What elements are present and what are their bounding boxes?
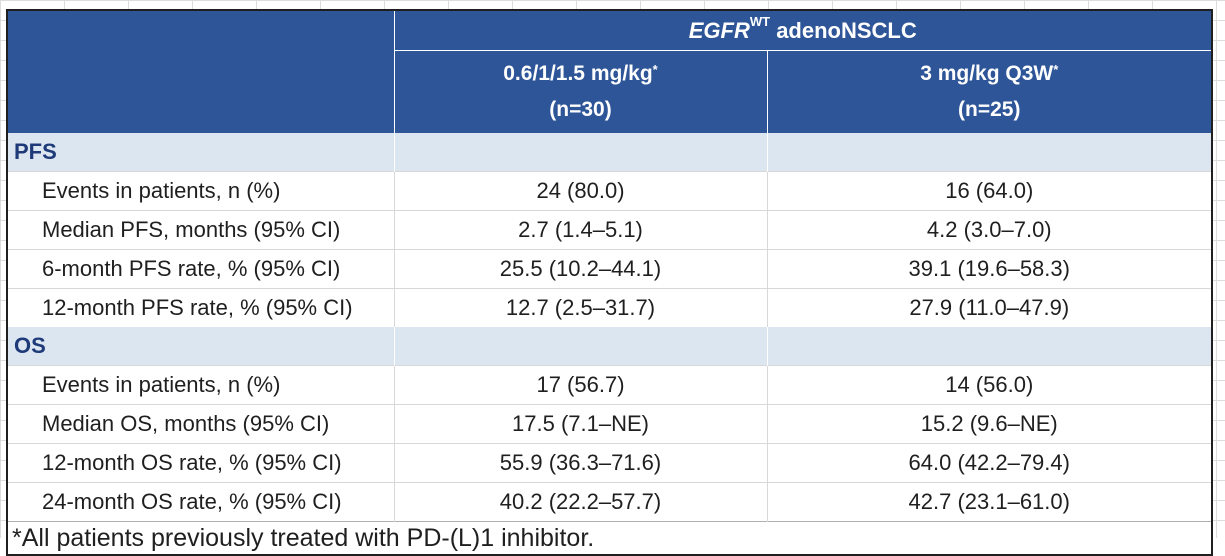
header-group-gene: EGFR: [688, 17, 750, 43]
row-value-low-dose[interactable]: 17 (56.7): [393, 365, 767, 405]
table-row: Events in patients, n (%) 17 (56.7) 14 (56…: [8, 365, 1211, 405]
row-label[interactable]: 24-month OS rate, % (95% CI): [8, 482, 394, 522]
table-row: 6-month PFS rate, % (95% CI) 25.5 (10.2–4…: [8, 249, 1211, 289]
row-value-low-dose[interactable]: 55.9 (36.3–71.6): [393, 443, 767, 483]
row-value-low-dose[interactable]: 40.2 (22.2–57.7): [393, 482, 767, 522]
col1-n: (n=30): [549, 98, 612, 121]
table-row: 12-month PFS rate, % (95% CI) 12.7 (2.5–3…: [8, 288, 1211, 327]
header-column-row: 0.6/1/1.5 mg/kg* (n=30) 3 mg/kg Q3W* (n=…: [8, 50, 1211, 133]
table-row: Median OS, months (95% CI) 17.5 (7.1–NE) 1…: [8, 404, 1211, 444]
header-group-sup: WT: [749, 13, 771, 29]
table-row: Median PFS, months (95% CI) 2.7 (1.4–5.1)…: [8, 210, 1211, 250]
section-blank-cell[interactable]: [393, 327, 767, 366]
row-value-high-dose[interactable]: 42.7 (23.1–61.0): [766, 482, 1211, 522]
header-col-high-dose[interactable]: 3 mg/kg Q3W* (n=25): [766, 50, 1211, 133]
section-title[interactable]: OS: [8, 327, 394, 366]
row-value-low-dose[interactable]: 2.7 (1.4–5.1): [393, 210, 767, 250]
row-value-high-dose[interactable]: 14 (56.0): [766, 365, 1211, 405]
row-label[interactable]: 6-month PFS rate, % (95% CI): [8, 249, 394, 289]
table-row: 24-month OS rate, % (95% CI) 40.2 (22.2–5…: [8, 482, 1211, 522]
row-value-low-dose[interactable]: 25.5 (10.2–44.1): [393, 249, 767, 289]
row-value-high-dose[interactable]: 15.2 (9.6–NE): [766, 404, 1211, 444]
table-row: Events in patients, n (%) 24 (80.0) 16 (64…: [8, 171, 1211, 211]
col1-dose: 0.6/1/1.5 mg/kg: [503, 62, 653, 85]
section-row: PFS: [8, 133, 1211, 172]
header-empty-cell: [8, 11, 394, 133]
section-blank-cell[interactable]: [766, 327, 1211, 366]
section-blank-cell[interactable]: [766, 133, 1211, 172]
section-blank-cell[interactable]: [393, 133, 767, 172]
row-label[interactable]: Events in patients, n (%): [8, 171, 394, 211]
row-value-high-dose[interactable]: 27.9 (11.0–47.9): [766, 288, 1211, 327]
col2-n: (n=25): [958, 98, 1021, 121]
row-value-high-dose[interactable]: 4.2 (3.0–7.0): [766, 210, 1211, 250]
row-value-low-dose[interactable]: 17.5 (7.1–NE): [393, 404, 767, 444]
row-value-low-dose[interactable]: 12.7 (2.5–31.7): [393, 288, 767, 327]
header-group-row: EGFRWT adenoNSCLC: [8, 11, 1211, 133]
row-value-high-dose[interactable]: 16 (64.0): [766, 171, 1211, 211]
header-group-suffix: adenoNSCLC: [770, 17, 917, 43]
header-group-cell[interactable]: EGFRWT adenoNSCLC: [393, 11, 1211, 51]
row-label[interactable]: Events in patients, n (%): [8, 365, 394, 405]
section-title[interactable]: PFS: [8, 133, 394, 172]
table-row: 12-month OS rate, % (95% CI) 55.9 (36.3–7…: [8, 443, 1211, 483]
row-value-high-dose[interactable]: 64.0 (42.2–79.4): [766, 443, 1211, 483]
row-value-low-dose[interactable]: 24 (80.0): [393, 171, 767, 211]
section-row: OS: [8, 327, 1211, 366]
col2-sup: *: [1053, 62, 1059, 77]
row-label[interactable]: 12-month OS rate, % (95% CI): [8, 443, 394, 483]
row-value-high-dose[interactable]: 39.1 (19.6–58.3): [766, 249, 1211, 289]
col1-sup: *: [652, 62, 658, 77]
row-label[interactable]: Median PFS, months (95% CI): [8, 210, 394, 250]
row-label[interactable]: 12-month PFS rate, % (95% CI): [8, 288, 394, 327]
results-table: EGFRWT adenoNSCLC 0.6/1/1.5 mg/kg* (n=30…: [6, 9, 1213, 556]
row-label[interactable]: Median OS, months (95% CI): [8, 404, 394, 444]
header-col-low-dose[interactable]: 0.6/1/1.5 mg/kg* (n=30): [393, 50, 767, 133]
col2-dose: 3 mg/kg Q3W: [920, 62, 1054, 85]
